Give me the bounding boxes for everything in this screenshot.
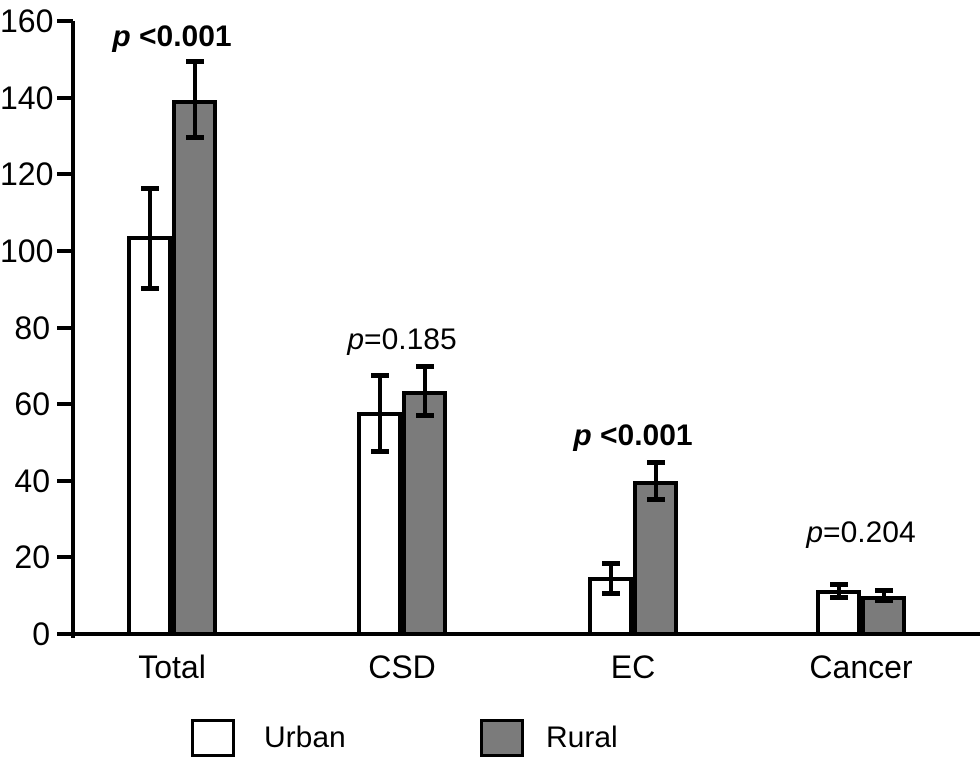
y-tick-label: 80: [14, 309, 50, 346]
p-symbol: p: [112, 20, 131, 54]
error-bar: [653, 461, 658, 500]
y-tick: [57, 172, 73, 177]
p-symbol: p: [347, 322, 365, 356]
error-bar: [192, 61, 197, 138]
p-value-label-csd: p=0.185: [282, 322, 522, 358]
legend-swatch-rural: [480, 719, 524, 757]
p-value-text: <0.001: [130, 20, 232, 54]
y-tick-label: 140: [0, 79, 54, 116]
p-value-label-cancer: p=0.204: [741, 515, 980, 551]
error-bar: [422, 365, 427, 416]
error-bar: [881, 589, 886, 602]
error-bar-cap: [140, 286, 159, 292]
legend-label-urban: Urban: [264, 721, 346, 754]
error-bar-cap: [415, 412, 434, 418]
p-value-text: <0.001: [591, 418, 693, 452]
x-category-label-total: Total: [138, 649, 206, 685]
p-value-text: =0.185: [364, 322, 457, 356]
legend-swatch-urban: [191, 719, 235, 757]
bar-rural-total: [172, 99, 217, 636]
error-bar-cap: [185, 134, 204, 140]
y-tick: [57, 325, 73, 330]
error-bar-cap: [646, 459, 665, 465]
y-tick: [57, 632, 73, 636]
y-tick-label: 120: [0, 156, 54, 193]
error-bar-cap: [370, 373, 389, 379]
legend-label-rural: Rural: [546, 721, 618, 754]
error-bar-cap: [829, 594, 848, 600]
bar-rural-ec: [633, 480, 678, 636]
y-tick-label: 0: [32, 616, 50, 652]
y-tick-label: 20: [14, 539, 50, 576]
y-tick: [57, 19, 73, 23]
y-tick-label: 60: [14, 386, 50, 423]
p-value-label-ec: p <0.001: [513, 418, 753, 454]
x-category-label-ec: EC: [610, 649, 656, 685]
p-symbol: p: [806, 516, 824, 550]
error-bar-cap: [829, 582, 848, 588]
y-tick-label: 40: [14, 462, 50, 499]
y-tick: [57, 248, 73, 253]
error-bar-cap: [185, 59, 204, 65]
y-axis: [71, 21, 75, 638]
x-category-label-csd: CSD: [368, 649, 436, 685]
p-symbol: p: [573, 418, 592, 452]
bar-rural-csd: [402, 390, 447, 636]
p-value-label-total: p <0.001: [52, 19, 292, 55]
y-tick: [57, 555, 73, 560]
error-bar: [836, 584, 841, 598]
error-bar-cap: [140, 185, 159, 191]
y-tick: [57, 95, 73, 100]
bar-urban-total: [127, 235, 172, 636]
y-tick-label: 100: [0, 232, 54, 269]
y-tick: [57, 478, 73, 483]
error-bar: [147, 187, 152, 290]
error-bar-cap: [874, 587, 893, 593]
y-tick-label: 160: [0, 3, 54, 39]
legend: Urban Rural: [0, 700, 980, 761]
error-bar-cap: [370, 449, 389, 455]
error-bar: [608, 563, 613, 594]
p-value-text: =0.204: [823, 516, 916, 550]
error-bar-cap: [601, 590, 620, 596]
x-axis: [71, 632, 980, 636]
error-bar-cap: [646, 496, 665, 502]
error-bar: [377, 375, 382, 453]
x-category-label-cancer: Cancer: [809, 649, 913, 685]
error-bar-cap: [601, 561, 620, 567]
error-bar-cap: [415, 363, 434, 369]
error-bar-cap: [874, 598, 893, 604]
y-tick: [57, 402, 73, 407]
